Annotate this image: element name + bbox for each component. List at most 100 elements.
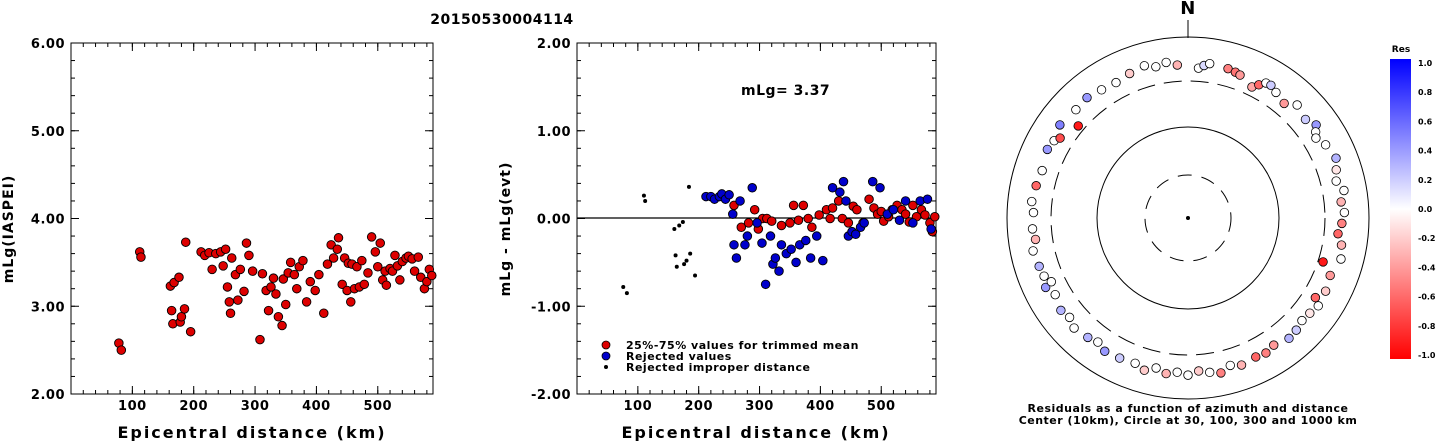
station-point (1027, 224, 1038, 234)
data-point (747, 183, 757, 193)
data-point (289, 269, 300, 280)
y-tick-label: -1.00 (531, 300, 571, 315)
station-point (1251, 352, 1261, 362)
data-point (413, 252, 424, 262)
data-point (180, 237, 191, 247)
data-point (693, 273, 698, 278)
mlg-annotation: mLg= 3.37 (741, 83, 830, 99)
station-point (1100, 346, 1110, 356)
station-point (1204, 58, 1215, 69)
station-point (1050, 289, 1060, 300)
data-point (277, 320, 287, 331)
data-point (765, 231, 776, 241)
polar-caption-line1: Residuals as a function of azimuth and d… (1028, 402, 1349, 415)
station-point (1337, 218, 1347, 229)
station-point (1130, 358, 1140, 368)
data-point (333, 233, 344, 243)
data-point (793, 215, 804, 226)
x-tick-label: 200 (179, 399, 208, 414)
x-tick-label: 100 (118, 399, 147, 414)
station-point (1064, 312, 1075, 323)
data-point (930, 211, 940, 222)
station-point (1046, 277, 1057, 287)
station-point (1336, 254, 1346, 264)
station-point (1037, 165, 1047, 176)
left-y-ticks: 2.00 3.00 4.00 5.00 6.00 (31, 37, 433, 403)
station-point (1331, 153, 1341, 163)
colorbar-tick-label: -0.8 (1418, 322, 1436, 331)
left-y-axis-label: mLg(IASPEI) (1, 175, 17, 284)
data-point (422, 276, 432, 287)
polar-caption-line2: Center (10km), Circle at 30, 100, 300 an… (1019, 414, 1358, 427)
station-point (1320, 286, 1331, 296)
y-tick-label: 2.00 (537, 37, 571, 52)
station-point (1161, 57, 1171, 68)
data-point (328, 253, 339, 263)
station-point (1193, 366, 1204, 376)
epicenter-marker (1186, 216, 1190, 220)
data-point (185, 326, 196, 337)
data-point (346, 297, 356, 307)
station-point (1284, 333, 1294, 344)
station-point (1305, 308, 1315, 318)
middle-panel: -2.00 -1.00 0.00 1.00 2.00 100 200 300 400 500 m… (498, 37, 940, 441)
data-point (785, 218, 795, 228)
data-point (285, 257, 296, 268)
data-point (322, 259, 333, 269)
data-point (278, 274, 289, 284)
data-point (176, 312, 187, 322)
data-point (395, 275, 405, 285)
data-point (166, 305, 177, 316)
colorbar-ticks: 1.0 0.8 0.6 0.4 0.2 0.0 -0.2 -0.4 -0.6 -0.8 -1.0 (1418, 59, 1436, 360)
data-point (908, 200, 918, 211)
data-point (684, 258, 689, 263)
station-point (1031, 181, 1041, 191)
station-point (1235, 70, 1245, 80)
data-point (280, 299, 291, 310)
station-point (1297, 315, 1307, 326)
y-tick-label: 3.00 (31, 300, 65, 315)
station-point (1124, 68, 1135, 79)
station-point (1266, 80, 1276, 90)
data-point (624, 291, 629, 296)
data-point (207, 264, 217, 275)
data-point (922, 194, 933, 204)
data-point (798, 200, 809, 211)
data-point (776, 220, 787, 231)
station-point (1236, 360, 1247, 370)
data-point (838, 176, 849, 187)
station-point (1292, 100, 1302, 110)
station-point (1083, 332, 1093, 343)
data-point (381, 280, 392, 290)
data-point (827, 183, 838, 193)
data-point (803, 213, 813, 224)
data-point (867, 176, 878, 187)
station-point (1028, 207, 1039, 218)
data-point (179, 304, 190, 314)
colorbar-tick-label: -0.4 (1418, 263, 1436, 272)
data-point (643, 198, 648, 203)
data-point (680, 220, 685, 225)
data-point (255, 334, 265, 345)
station-point (1172, 367, 1182, 377)
station-point (1073, 121, 1083, 131)
data-point (225, 308, 236, 319)
y-tick-label: 5.00 (31, 125, 65, 140)
middle-y-axis-label: mLg - mLg(evt) (498, 162, 514, 297)
data-point (427, 270, 437, 281)
data-point (375, 238, 385, 248)
data-point (786, 244, 796, 254)
station-point (1055, 120, 1065, 130)
left-data-points (114, 232, 437, 355)
x-tick-label: 300 (745, 399, 774, 414)
data-point (268, 273, 279, 283)
left-panel: 2.00 3.00 4.00 5.00 6.00 100 200 300 400 500 mLg… (1, 37, 437, 441)
data-point (224, 297, 235, 307)
data-point (319, 308, 329, 319)
y-tick-label: 1.00 (537, 125, 571, 140)
station-point (1300, 114, 1311, 125)
station-point (1331, 176, 1341, 186)
data-point (807, 222, 817, 233)
y-tick-label: -2.00 (531, 388, 571, 403)
data-point (271, 289, 281, 299)
